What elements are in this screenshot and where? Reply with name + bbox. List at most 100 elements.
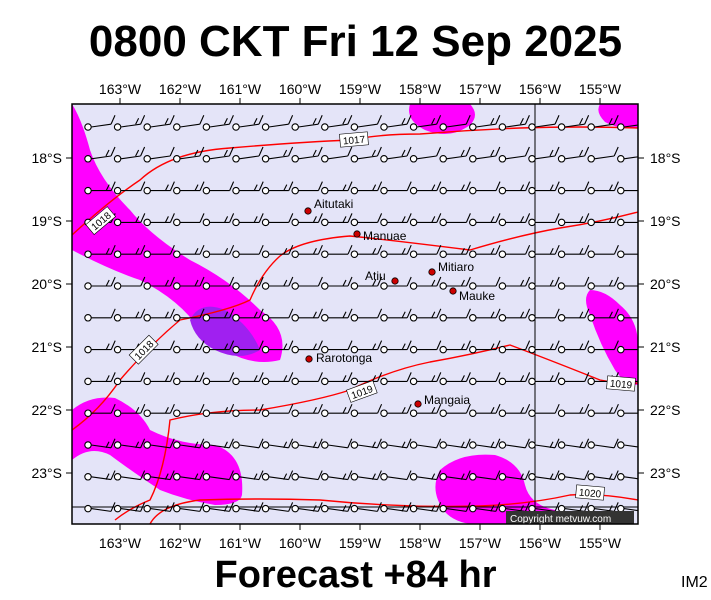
svg-text:1019: 1019: [609, 379, 633, 392]
place-markers: Aitutaki Manuae Atiu Mitiaro Mauke Rarotonga M…: [304, 197, 495, 408]
place-label-atiu: Atiu: [365, 269, 386, 283]
wind-barb: [350, 340, 383, 354]
wind-barb: [291, 372, 323, 386]
wind-barb: [143, 470, 175, 481]
wind-barb: [587, 213, 619, 227]
place-label-manuae: Manuae: [363, 229, 407, 243]
wind-barb: [291, 181, 323, 195]
lon-label-top: 160°W: [279, 81, 322, 97]
place-label-rarotonga: Rarotonga: [316, 351, 372, 365]
wind-barb: [409, 470, 442, 481]
wind-barb: [202, 213, 235, 227]
rain-area-southwest: [72, 397, 243, 505]
wind-barb: [528, 114, 560, 131]
wind-barb: [528, 470, 560, 481]
wind-barb: [469, 244, 501, 258]
wind-barb: [232, 470, 264, 481]
wind-barb: [409, 146, 442, 163]
wind-barb: [202, 403, 235, 417]
wind-barb: [350, 244, 383, 258]
wind-barb: [528, 308, 560, 322]
isobar-label-1020: 1020: [575, 484, 605, 501]
wind-barb: [469, 340, 501, 354]
wind-barb: [84, 146, 116, 163]
wind-barb: [409, 244, 442, 258]
wind-barb: [557, 340, 590, 354]
wind-barb: [587, 470, 619, 481]
forecast-label: Forecast +84 hr: [214, 554, 497, 596]
wind-barb: [321, 181, 353, 195]
wind-barb: [350, 372, 383, 386]
lon-label-bottom: 161°W: [219, 535, 262, 551]
wind-barb: [202, 244, 235, 258]
wind-barb: [439, 181, 471, 195]
wind-barb: [291, 470, 323, 481]
wind-barb: [84, 244, 116, 258]
wind-barb: [469, 181, 501, 195]
wind-barb: [113, 403, 146, 417]
wind-barb: [202, 372, 235, 386]
wind-barb: [321, 502, 353, 513]
wind-barb: [202, 438, 234, 449]
wind-barb: [557, 146, 590, 163]
wind-barb: [84, 438, 116, 449]
lat-label-right: 20°S: [650, 276, 681, 292]
wind-barb: [498, 470, 530, 481]
wind-barb: [409, 181, 442, 195]
place-label-mitiaro: Mitiaro: [438, 260, 474, 274]
lat-label-right: 18°S: [650, 150, 681, 166]
lat-label-right: 23°S: [650, 465, 681, 481]
wind-barb: [380, 244, 412, 258]
lon-label-top: 162°W: [159, 81, 202, 97]
wind-barb: [202, 181, 235, 195]
wind-barb: [498, 372, 531, 386]
wind-barb: [321, 308, 353, 322]
wind-barb: [498, 276, 531, 290]
wind-barb: [617, 282, 638, 290]
wind-barb: [528, 372, 560, 386]
lon-label-bottom: 162°W: [159, 535, 202, 551]
wind-barb: [439, 244, 471, 258]
lon-label-top: 161°W: [219, 81, 262, 97]
wind-barb: [557, 438, 590, 449]
wind-barb: [587, 114, 619, 131]
wind-barb: [321, 213, 353, 227]
svg-text:1017: 1017: [343, 135, 367, 148]
wind-barb: [173, 244, 205, 258]
wind-barb: [498, 403, 531, 417]
wind-barb: [557, 372, 590, 386]
wind-barb: [113, 213, 146, 227]
wind-barb: [113, 244, 146, 258]
wind-barb: [350, 181, 383, 195]
wind-barb: [439, 470, 471, 481]
wind-barb: [232, 213, 264, 227]
wind-barb: [113, 438, 146, 449]
lat-label-left: 21°S: [31, 339, 62, 355]
wind-barb: [84, 340, 116, 354]
wind-barb: [173, 181, 205, 195]
wind-barb: [469, 502, 501, 513]
wind-barb: [291, 340, 323, 354]
wind-barb: [291, 308, 323, 322]
isobar-label-1019: 1019: [606, 375, 636, 392]
wind-barb: [380, 146, 412, 163]
wind-barb: [84, 372, 116, 386]
wind-barb: [587, 438, 619, 449]
wind-barb: [261, 372, 294, 386]
wind-barb: [261, 244, 294, 258]
wind-barb: [439, 276, 471, 290]
wind-barb: [617, 250, 638, 258]
wind-barb: [291, 114, 323, 131]
wind-barb: [113, 181, 146, 195]
wind-barb: [321, 114, 353, 131]
wind-barb: [291, 502, 323, 513]
wind-barb: [557, 114, 590, 131]
wind-barb: [528, 403, 560, 417]
wind-barb: [617, 441, 638, 449]
wind-barb: [617, 186, 638, 195]
wind-barb: [617, 314, 638, 322]
wind-barb: [439, 213, 471, 227]
wind-barb: [232, 340, 264, 354]
wind-barb: [173, 146, 205, 163]
wind-barb: [173, 340, 205, 354]
